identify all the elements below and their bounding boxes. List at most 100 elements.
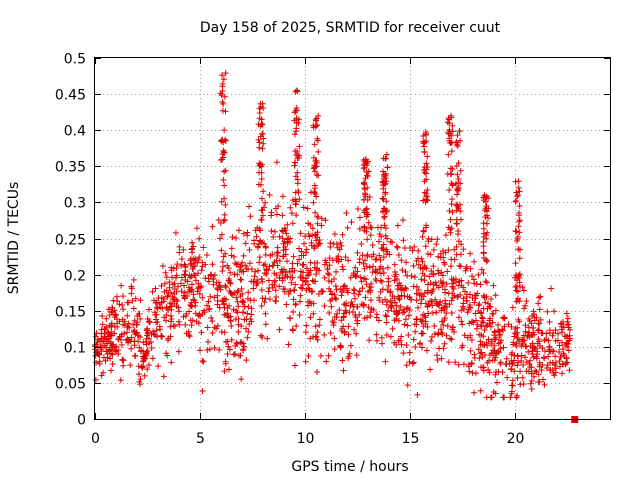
data-point xyxy=(239,259,246,266)
data-point xyxy=(134,312,141,319)
data-point xyxy=(372,275,379,282)
data-point xyxy=(340,367,347,374)
data-point xyxy=(307,221,314,228)
data-point xyxy=(413,297,420,304)
data-point xyxy=(188,281,195,288)
data-point xyxy=(217,284,224,291)
data-point xyxy=(258,216,265,223)
data-point xyxy=(312,231,319,238)
data-point xyxy=(455,314,462,321)
data-point xyxy=(241,303,248,310)
data-point xyxy=(476,301,483,308)
data-point xyxy=(465,306,472,313)
data-point xyxy=(440,254,447,261)
data-point xyxy=(363,205,370,212)
data-point xyxy=(401,293,408,300)
data-point xyxy=(530,354,537,361)
data-point xyxy=(460,300,467,307)
data-point xyxy=(310,165,317,172)
data-point xyxy=(257,332,264,339)
data-point xyxy=(98,348,105,355)
data-point xyxy=(243,325,250,332)
data-point xyxy=(409,360,416,367)
data-point xyxy=(383,313,390,320)
data-point xyxy=(224,351,231,358)
data-point xyxy=(336,246,343,253)
chart-title: Day 158 of 2025, SRMTID for receiver cuu… xyxy=(200,20,501,36)
data-point xyxy=(387,288,394,295)
data-point xyxy=(228,336,235,343)
data-point xyxy=(541,381,548,388)
data-point xyxy=(137,333,144,340)
data-point xyxy=(565,347,572,354)
data-point xyxy=(152,331,159,338)
data-point xyxy=(297,292,304,299)
data-point xyxy=(548,285,555,292)
data-point xyxy=(280,240,287,247)
data-point xyxy=(218,329,225,336)
data-point xyxy=(162,269,169,276)
data-point xyxy=(307,314,314,321)
data-point xyxy=(292,300,299,307)
data-point xyxy=(222,250,229,257)
data-point xyxy=(196,235,203,242)
data-point xyxy=(292,281,299,288)
data-point xyxy=(514,288,521,295)
data-point xyxy=(475,346,482,353)
data-point xyxy=(309,277,316,284)
data-point xyxy=(429,309,436,316)
data-point xyxy=(467,291,474,298)
data-point xyxy=(508,382,515,389)
data-point xyxy=(514,392,521,399)
data-point xyxy=(488,295,495,302)
data-point xyxy=(132,295,139,302)
data-point xyxy=(116,318,123,325)
data-point xyxy=(566,337,573,344)
data-point xyxy=(469,318,476,325)
data-point xyxy=(417,265,424,272)
data-point xyxy=(369,242,376,249)
data-point xyxy=(458,277,465,284)
data-point xyxy=(416,292,423,299)
data-point xyxy=(457,167,464,174)
data-point xyxy=(209,223,216,230)
data-point xyxy=(564,318,571,325)
data-point xyxy=(365,219,372,226)
data-point xyxy=(313,271,320,278)
data-point xyxy=(380,270,387,277)
data-point xyxy=(315,172,322,179)
data-point xyxy=(219,263,226,270)
data-point xyxy=(439,283,446,290)
data-point xyxy=(296,116,303,123)
data-point xyxy=(442,300,449,307)
data-point xyxy=(311,264,318,271)
data-point xyxy=(382,189,389,196)
data-point xyxy=(331,231,338,238)
data-point xyxy=(385,307,392,314)
data-point xyxy=(353,352,360,359)
data-point xyxy=(379,245,386,252)
data-point xyxy=(516,203,523,210)
data-point xyxy=(300,269,307,276)
data-point xyxy=(513,228,520,235)
data-point xyxy=(380,241,387,248)
data-point xyxy=(512,260,519,267)
data-point xyxy=(310,199,317,206)
data-point xyxy=(143,352,150,359)
data-point xyxy=(220,253,227,260)
data-point xyxy=(473,317,480,324)
data-point xyxy=(221,127,228,134)
data-point xyxy=(297,230,304,237)
data-point xyxy=(381,206,388,213)
data-point xyxy=(144,347,151,354)
data-point xyxy=(404,304,411,311)
data-point xyxy=(340,266,347,273)
data-point xyxy=(296,256,303,263)
data-point xyxy=(256,259,263,266)
data-point xyxy=(338,327,345,334)
data-point xyxy=(218,137,225,144)
data-point xyxy=(221,211,228,218)
data-point xyxy=(384,235,391,242)
data-point xyxy=(528,370,535,377)
data-point xyxy=(204,324,211,331)
